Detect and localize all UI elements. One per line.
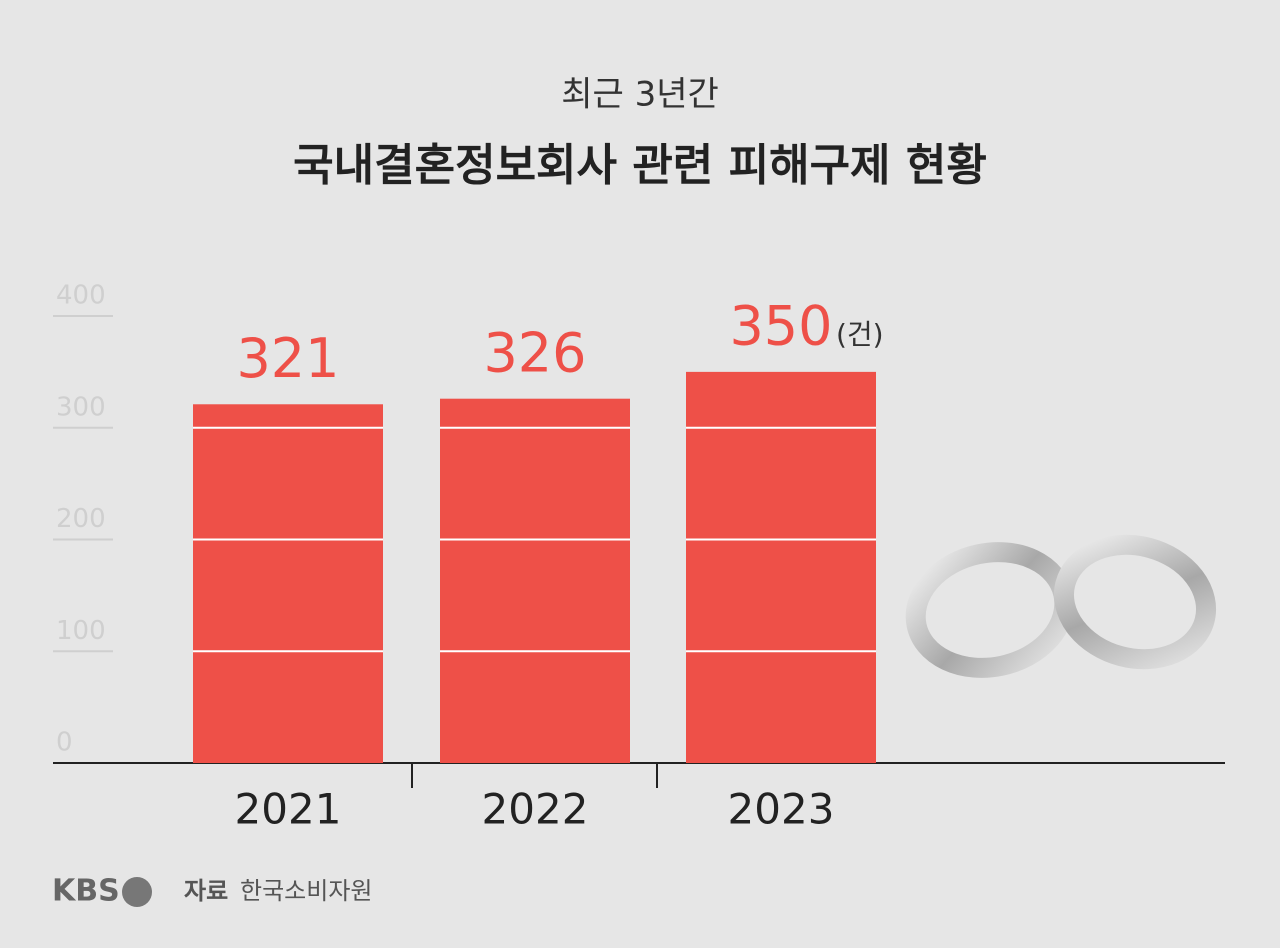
- x-tick-label: 2021: [235, 785, 342, 834]
- brand: KBS: [52, 874, 120, 909]
- brand-logo: [122, 877, 152, 907]
- y-tick-label: 200: [56, 504, 106, 534]
- bar: [440, 398, 630, 763]
- source: 한국소비자원: [240, 877, 372, 905]
- x-tick-label: 2022: [482, 785, 589, 834]
- y-tick-label: 300: [56, 392, 106, 422]
- x-tick-label: 2023: [728, 785, 835, 834]
- value-label: 326: [483, 321, 586, 384]
- y-tick-label: 400: [56, 281, 106, 311]
- y-tick-label: 100: [56, 616, 106, 646]
- source-label: 자료: [184, 877, 228, 905]
- unit-label: (건): [836, 318, 884, 351]
- bar: [193, 404, 383, 763]
- y-tick-label: 0: [56, 728, 73, 758]
- chart-subtitle: 최근 3년간: [561, 75, 719, 115]
- value-label: 350: [729, 295, 832, 358]
- rings: [905, 534, 1217, 678]
- chart-title: 국내결혼정보회사 관련 피해구제 현황: [293, 140, 987, 191]
- value-label: 321: [236, 327, 339, 390]
- bar: [686, 371, 876, 763]
